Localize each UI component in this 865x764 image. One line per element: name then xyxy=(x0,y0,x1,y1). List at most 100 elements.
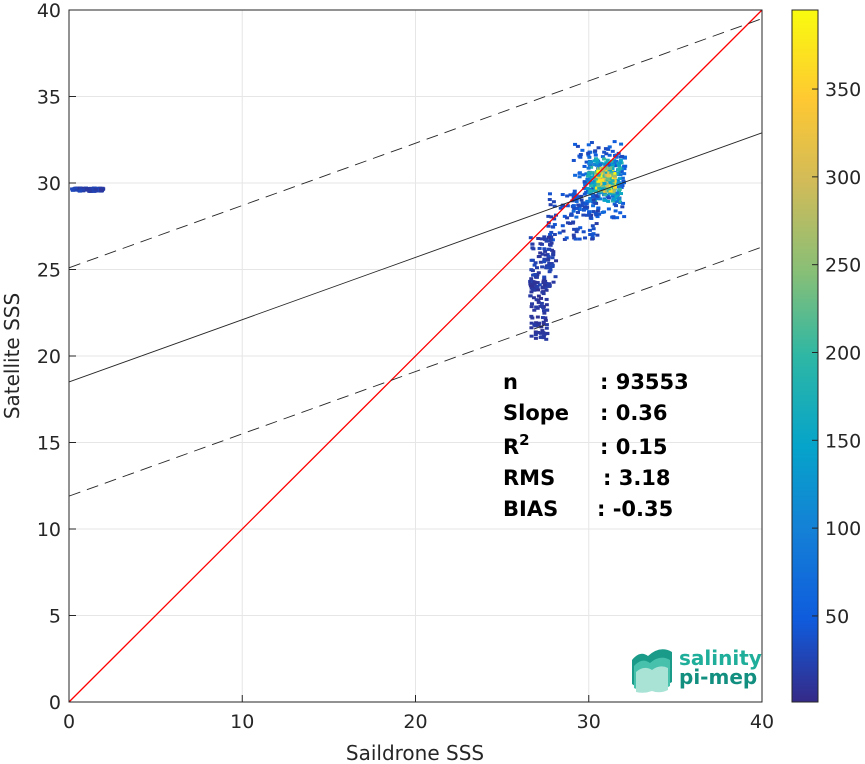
heat-cell xyxy=(573,237,578,241)
heat-cell xyxy=(536,330,541,334)
heat-cell xyxy=(587,155,592,159)
heat-cell xyxy=(574,200,579,204)
heat-cell xyxy=(540,286,545,290)
heat-cell xyxy=(613,164,618,168)
heat-cell xyxy=(585,186,590,190)
heat-cell xyxy=(606,174,611,178)
stat-value-3: : 3.18 xyxy=(603,466,671,490)
heat-cell xyxy=(585,177,590,181)
heat-cell xyxy=(619,142,624,146)
heat-cell xyxy=(622,172,627,176)
heat-cell xyxy=(545,266,550,270)
heat-cell xyxy=(588,150,593,154)
heat-cell xyxy=(586,153,591,157)
heat-cell xyxy=(593,149,598,153)
colorbar-tick-label-4: 250 xyxy=(825,255,861,277)
heat-cell xyxy=(614,199,619,203)
heat-cell xyxy=(541,322,546,326)
heat-cell xyxy=(564,236,569,240)
heat-cell xyxy=(536,271,541,275)
heat-cell xyxy=(577,171,582,175)
heat-cell xyxy=(535,288,540,292)
heat-cell xyxy=(620,154,625,158)
heat-cell xyxy=(573,142,578,146)
heat-cell xyxy=(601,168,606,172)
heat-cell xyxy=(596,146,601,150)
heat-cell xyxy=(601,157,606,161)
heat-cell xyxy=(614,172,619,176)
heat-cell xyxy=(542,260,547,264)
heat-cell xyxy=(542,332,547,336)
line-regression xyxy=(68,132,763,383)
heat-cell xyxy=(532,286,537,290)
heat-cell xyxy=(579,198,584,202)
heat-cell xyxy=(610,167,615,171)
heat-cell xyxy=(548,203,553,207)
colorbar-tick-label-5: 300 xyxy=(825,167,861,189)
heat-cell xyxy=(538,304,543,308)
heat-cell xyxy=(579,194,584,198)
heat-cell xyxy=(546,264,551,268)
colorbar-tick-label-0: 50 xyxy=(825,606,849,628)
heat-cell xyxy=(584,172,589,176)
heat-cell xyxy=(80,186,85,190)
heat-cell xyxy=(545,308,550,312)
heat-cell xyxy=(618,211,623,215)
heat-cell xyxy=(81,188,86,192)
heat-cell xyxy=(589,198,594,202)
heat-cell xyxy=(529,268,534,272)
heat-cell xyxy=(587,160,592,164)
heat-cell xyxy=(571,204,576,208)
heat-cell xyxy=(547,270,552,274)
heat-cell xyxy=(600,155,605,159)
heat-cell xyxy=(539,296,544,300)
heat-cell xyxy=(595,233,600,237)
heat-cell xyxy=(603,171,608,175)
heat-cell xyxy=(530,286,535,290)
heat-cell xyxy=(596,182,601,186)
heat-cell xyxy=(550,225,555,229)
x-tick-label-4: 40 xyxy=(750,711,774,733)
heat-cell xyxy=(589,184,594,188)
heat-cell xyxy=(590,224,595,228)
heat-cell xyxy=(591,232,596,236)
heat-cell xyxy=(537,254,542,258)
heat-cell xyxy=(605,183,610,187)
heat-cell xyxy=(612,153,617,157)
heat-cell xyxy=(533,280,538,284)
heat-cell xyxy=(592,159,597,163)
heat-cell xyxy=(546,254,551,258)
heat-cell xyxy=(572,227,577,231)
heat-cell xyxy=(577,204,582,208)
heat-cell xyxy=(593,184,598,188)
heat-cell xyxy=(538,260,543,264)
stat-value-4: : -0.35 xyxy=(597,497,673,521)
colorbar-gradient xyxy=(791,9,819,703)
heat-cell xyxy=(581,213,586,217)
heat-cell xyxy=(587,210,592,214)
heat-cell xyxy=(530,242,535,246)
heat-cell xyxy=(612,179,617,183)
heat-cell xyxy=(597,186,602,190)
heat-cell xyxy=(617,161,622,165)
stat-label-1: Slope xyxy=(503,401,569,425)
heat-cell xyxy=(618,192,623,196)
wave-logo-icon xyxy=(632,649,672,693)
y-tick-label-8: 40 xyxy=(37,0,61,22)
stat-label-0: n xyxy=(503,370,518,394)
heat-cell xyxy=(612,161,617,165)
heat-cell xyxy=(530,302,535,306)
line-lower-bound xyxy=(68,246,763,497)
heat-cell xyxy=(598,163,603,167)
heat-cell xyxy=(536,298,541,302)
stat-label-superscript: 2 xyxy=(519,431,529,449)
heat-cell xyxy=(594,163,599,167)
heat-cell xyxy=(93,187,98,191)
x-axis-label: Saildrone SSS xyxy=(346,741,484,764)
heat-cell xyxy=(617,177,622,181)
x-tick-label-1: 10 xyxy=(230,711,254,733)
colorbar-tick-label-6: 350 xyxy=(825,79,861,101)
heat-cell xyxy=(619,169,624,173)
heat-cell xyxy=(614,191,619,195)
heat-cell xyxy=(551,250,556,254)
